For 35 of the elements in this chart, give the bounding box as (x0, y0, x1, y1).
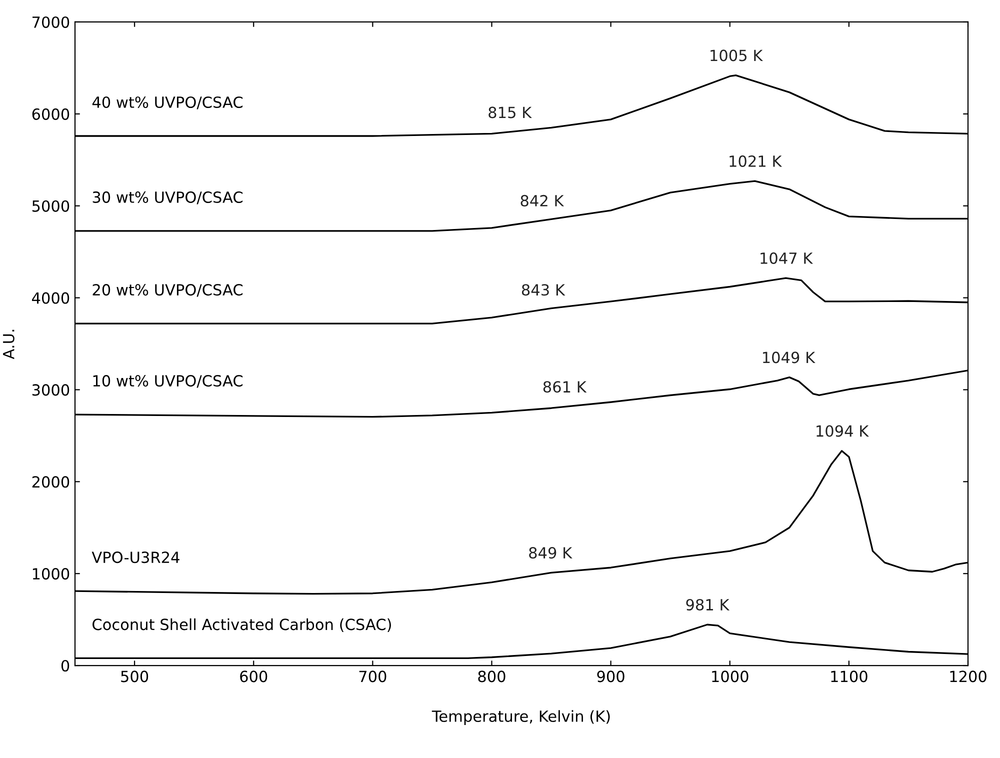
y-tick-label: 5000 (32, 200, 70, 212)
annotation: 861 K (543, 381, 587, 393)
x-tick-label: 1100 (831, 670, 868, 682)
annotation: 815 K (488, 106, 532, 118)
annotation: 849 K (529, 547, 572, 559)
y-tick-label: 6000 (32, 108, 70, 120)
annotation: 1049 K (763, 352, 816, 364)
series-label: 30 wt% UVPO/CSAC (92, 191, 243, 204)
annotation: 843 K (522, 284, 566, 296)
y-tick-label: 2000 (32, 476, 70, 488)
x-axis-title: Temperature, Kelvin (K) (432, 710, 610, 725)
annotation: 1005 K (710, 50, 764, 62)
x-tick-label: 800 (478, 670, 506, 682)
series-label: 20 wt% UVPO/CSAC (92, 284, 243, 297)
x-tick-label: 1000 (712, 670, 748, 682)
series-label: 40 wt% UVPO/CSAC (92, 96, 243, 110)
x-tick-label: 600 (240, 670, 268, 682)
y-tick-label: 1000 (32, 568, 70, 580)
series-label: VPO-U3R24 (92, 552, 180, 564)
annotation: 981 K (686, 598, 730, 611)
annotation: 842 K (520, 194, 564, 206)
x-tick-label: 1200 (950, 670, 986, 682)
y-tick-label: 0 (61, 660, 70, 672)
y-tick-label: 4000 (32, 292, 70, 304)
x-tick-label: 700 (359, 670, 386, 682)
y-tick-label: 3000 (32, 384, 70, 396)
y-tick-label: 7000 (32, 16, 70, 28)
x-tick-label: 500 (121, 670, 148, 682)
annotation: 1047 K (760, 252, 814, 264)
y-axis-title: A.U. (3, 330, 14, 360)
x-tick-label: 900 (597, 670, 624, 682)
annotation: 1021 K (730, 155, 782, 167)
annotation: 1094 K (816, 425, 869, 437)
series-label: 10 wt% UVPO/CSAC (93, 375, 243, 388)
series-label: Coconut Shell Activated Carbon (CSAC) (92, 618, 391, 632)
